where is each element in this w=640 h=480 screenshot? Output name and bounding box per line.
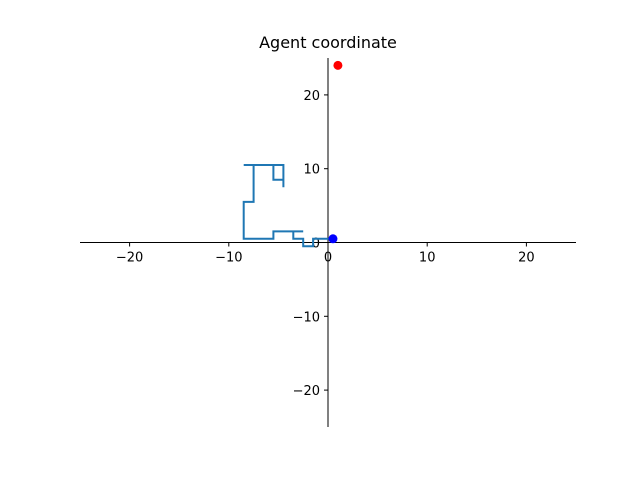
axes: −20 −10 0 10 20 −20 −10 0 10 20 <box>80 58 576 427</box>
y-tick-label: −10 <box>293 310 320 325</box>
y-tick-label: 0 <box>312 237 320 252</box>
chart-title: Agent coordinate <box>259 33 397 52</box>
x-tick-label: −10 <box>215 251 242 266</box>
plot-marks <box>242 60 343 248</box>
y-tick-label: 10 <box>303 163 320 178</box>
agent-position-point <box>328 234 338 244</box>
target-point <box>333 60 343 70</box>
agent-path-line <box>242 164 334 248</box>
x-tick-label: 0 <box>324 251 332 266</box>
y-tick-label: −20 <box>293 384 320 399</box>
x-tick-label: −20 <box>116 251 143 266</box>
y-tick-label: 20 <box>303 89 320 104</box>
x-tick-label: 10 <box>419 251 436 266</box>
x-tick-label: 20 <box>518 251 535 266</box>
